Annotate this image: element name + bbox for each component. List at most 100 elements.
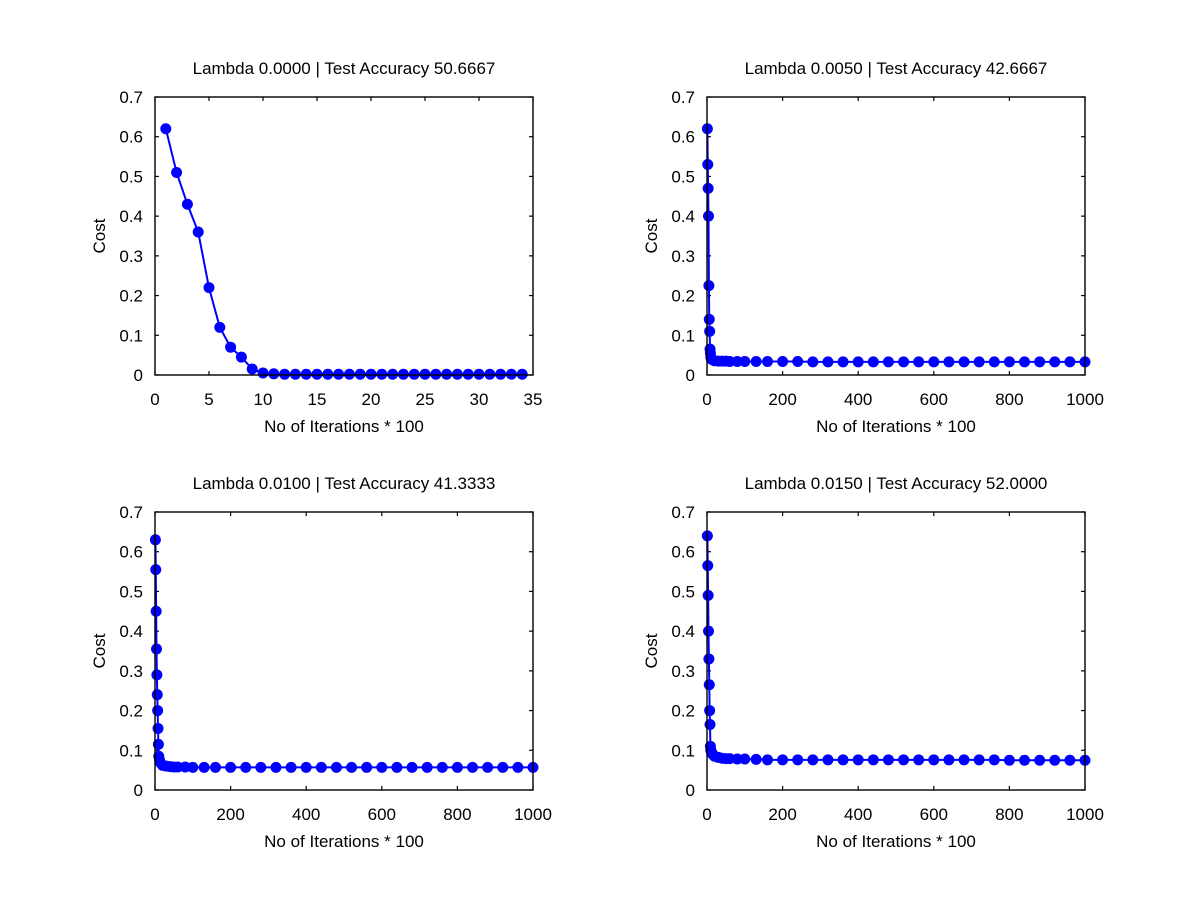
data-point <box>387 368 399 380</box>
data-point <box>703 653 715 665</box>
data-point <box>1003 356 1015 368</box>
x-tick-label: 0 <box>702 805 711 824</box>
data-point <box>703 679 715 691</box>
series-line <box>706 535 1085 762</box>
data-point <box>867 754 879 766</box>
data-point <box>792 355 804 367</box>
data-point <box>225 341 237 353</box>
y-tick-label: 0.1 <box>671 741 695 760</box>
data-point <box>1019 754 1031 766</box>
x-tick-label: 600 <box>920 390 948 409</box>
data-point <box>882 754 894 766</box>
data-point <box>731 753 743 765</box>
data-point <box>1003 754 1015 766</box>
data-point <box>235 351 247 363</box>
data-point <box>257 367 269 379</box>
data-point <box>421 761 433 773</box>
data-point <box>1049 754 1061 766</box>
data-point <box>761 355 773 367</box>
data-point <box>436 761 448 773</box>
y-tick-label: 0.7 <box>671 88 695 107</box>
data-point <box>837 754 849 766</box>
data-point <box>913 754 925 766</box>
data-point <box>203 282 215 294</box>
y-tick-label: 0.3 <box>119 247 143 266</box>
data-point <box>441 368 453 380</box>
data-point <box>704 718 716 730</box>
x-tick-label: 0 <box>702 390 711 409</box>
x-tick-label: 1000 <box>1066 390 1104 409</box>
plot-frame <box>154 511 534 791</box>
chart-panel-4: Lambda 0.0150 | Test Accuracy 52.0000 No … <box>642 474 1104 851</box>
data-point <box>913 356 925 368</box>
data-point <box>152 705 164 717</box>
x-tick-label: 400 <box>292 805 320 824</box>
data-point <box>703 280 715 292</box>
y-tick-label: 0.3 <box>119 662 143 681</box>
data-point <box>505 368 517 380</box>
data-point <box>151 689 163 701</box>
data-point <box>150 564 162 576</box>
y-tick-label: 0.4 <box>119 622 143 641</box>
data-point <box>150 605 162 617</box>
data-point <box>246 363 258 375</box>
y-tick-label: 0.4 <box>671 207 695 226</box>
data-point <box>240 761 252 773</box>
chart-title: Lambda 0.0100 | Test Accuracy 41.3333 <box>193 474 496 493</box>
data-point <box>973 356 985 368</box>
data-point <box>702 589 714 601</box>
data-point <box>346 761 358 773</box>
data-point <box>462 368 474 380</box>
data-point <box>172 761 184 773</box>
data-point <box>484 368 496 380</box>
data-point <box>315 761 327 773</box>
y-tick-label: 0.7 <box>119 503 143 522</box>
data-point <box>750 753 762 765</box>
y-tick-label: 0 <box>686 366 695 385</box>
y-tick-label: 0.5 <box>119 582 143 601</box>
data-point <box>361 761 373 773</box>
data-point <box>704 325 716 337</box>
plot-frame <box>154 96 534 376</box>
data-point <box>279 368 291 380</box>
x-tick-label: 0 <box>150 805 159 824</box>
data-point <box>512 761 524 773</box>
data-point <box>497 761 509 773</box>
x-tick-label: 1000 <box>1066 805 1104 824</box>
x-tick-label: 400 <box>844 390 872 409</box>
data-point <box>255 761 267 773</box>
data-point <box>343 368 355 380</box>
data-point <box>333 368 345 380</box>
y-tick-label: 0.1 <box>119 741 143 760</box>
y-axis-label: Cost <box>642 218 661 253</box>
chart-panel-1: Lambda 0.0000 | Test Accuracy 50.6667 No … <box>90 59 542 436</box>
series-line <box>706 128 1085 363</box>
data-point <box>289 368 301 380</box>
x-tick-label: 1000 <box>514 805 552 824</box>
data-point <box>739 355 751 367</box>
y-tick-label: 0.4 <box>671 622 695 641</box>
chart-title: Lambda 0.0150 | Test Accuracy 52.0000 <box>745 474 1048 493</box>
data-point <box>516 368 528 380</box>
data-point <box>391 761 403 773</box>
data-point <box>187 761 199 773</box>
data-point <box>365 368 377 380</box>
x-tick-label: 25 <box>416 390 435 409</box>
x-tick-label: 35 <box>524 390 543 409</box>
y-tick-label: 0.7 <box>671 503 695 522</box>
data-point <box>209 761 221 773</box>
data-point <box>376 761 388 773</box>
data-point <box>406 761 418 773</box>
chart-title: Lambda 0.0000 | Test Accuracy 50.6667 <box>193 59 496 78</box>
data-point <box>1064 754 1076 766</box>
x-tick-label: 800 <box>443 805 471 824</box>
data-point <box>354 368 366 380</box>
x-tick-label: 600 <box>920 805 948 824</box>
data-point <box>958 356 970 368</box>
data-point <box>181 198 193 210</box>
data-point <box>300 761 312 773</box>
data-point <box>311 368 323 380</box>
x-tick-label: 5 <box>204 390 213 409</box>
data-point <box>777 754 789 766</box>
